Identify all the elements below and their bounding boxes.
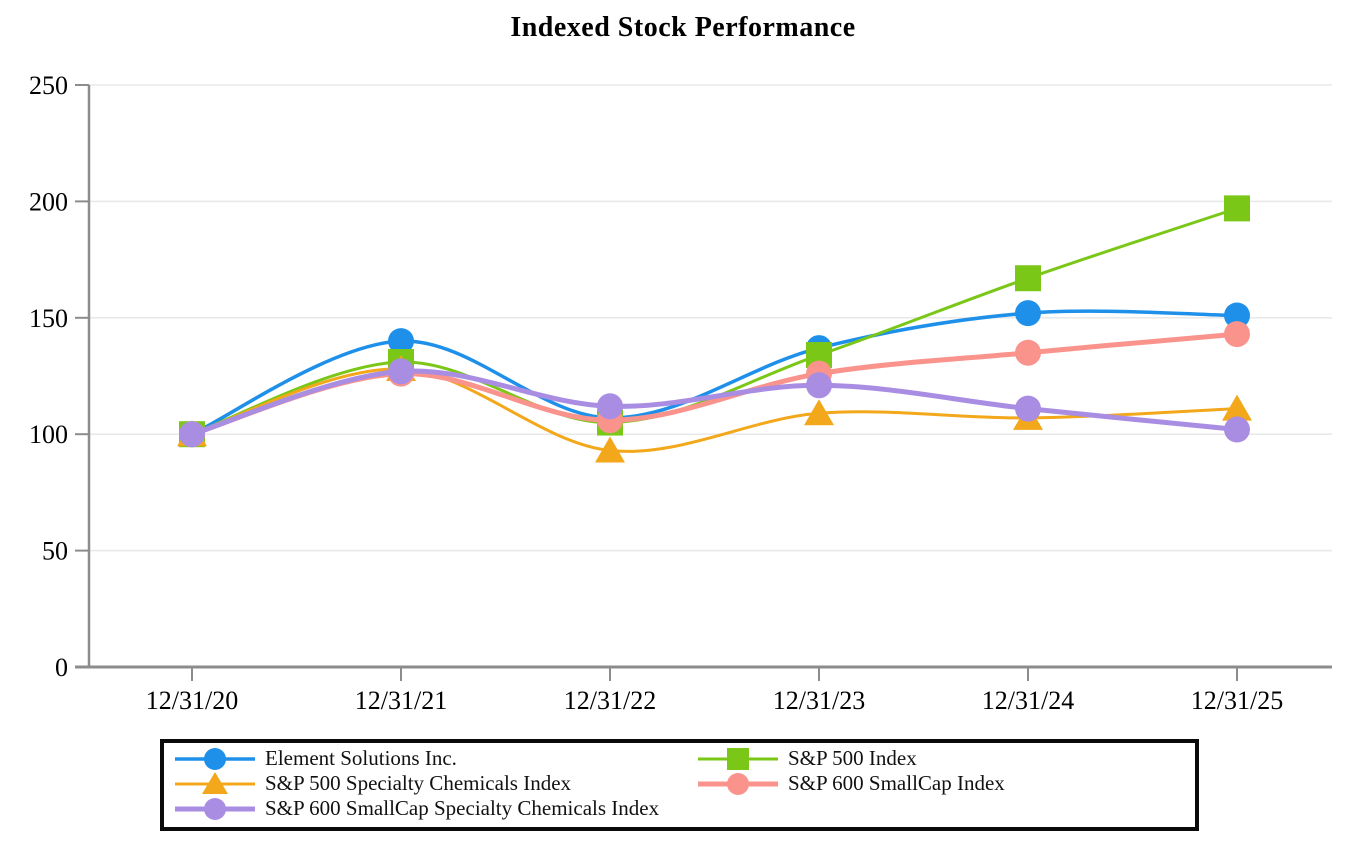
data-point-marker [1222, 394, 1252, 421]
legend-label: S&P 500 Index [788, 746, 917, 770]
legend-box: Element Solutions Inc. S&P 500 Specialty… [160, 739, 1199, 831]
data-point-marker [388, 358, 414, 385]
series-line [190, 309, 1239, 436]
y-tick-label: 200 [29, 187, 68, 216]
data-point-marker [595, 436, 625, 463]
data-point-marker [1015, 395, 1041, 422]
x-tick-label: 12/31/21 [355, 686, 447, 715]
data-point-marker [597, 393, 623, 420]
data-point-marker [727, 772, 749, 795]
data-point-marker [179, 421, 205, 448]
data-point-marker [1224, 321, 1250, 348]
legend-label: S&P 600 SmallCap Specialty Chemicals Ind… [265, 796, 660, 820]
data-point-marker [804, 399, 834, 426]
line-circle-marker-icon [175, 797, 255, 820]
legend-item: S&P 600 SmallCap Index [698, 771, 1005, 796]
line-triangle-marker-icon [175, 771, 255, 794]
x-tick-label: 12/31/25 [1191, 686, 1283, 715]
data-point-marker [202, 771, 228, 794]
legend-label: S&P 500 Specialty Chemicals Index [265, 771, 572, 795]
y-tick-label: 250 [29, 71, 68, 100]
legend-label: Element Solutions Inc. [265, 746, 457, 770]
legend-label: S&P 600 SmallCap Index [788, 771, 1005, 795]
series-line [189, 368, 1240, 437]
series-1 [179, 195, 1250, 448]
y-tick-label: 50 [42, 537, 68, 566]
data-point-marker [1015, 339, 1041, 366]
data-point-marker [204, 797, 226, 820]
x-tick-label: 12/31/24 [982, 686, 1074, 715]
data-point-marker [1015, 265, 1041, 292]
legend-item: Element Solutions Inc. [175, 746, 659, 771]
series-line [190, 367, 1239, 453]
x-tick-label: 12/31/23 [773, 686, 865, 715]
series-4 [179, 358, 1250, 448]
y-tick-label: 100 [29, 420, 68, 449]
series-line [189, 331, 1240, 437]
legend-item: S&P 600 SmallCap Specialty Chemicals Ind… [175, 796, 659, 821]
data-point-marker [1224, 195, 1250, 222]
data-point-marker [806, 372, 832, 399]
legend-column-left: Element Solutions Inc. S&P 500 Specialty… [175, 746, 659, 821]
line-circle-marker-icon [175, 747, 255, 770]
data-point-marker [388, 328, 414, 355]
y-tick-label: 0 [55, 653, 68, 682]
legend-item: S&P 500 Index [698, 746, 1005, 771]
line-square-marker-icon [698, 747, 778, 770]
data-point-marker [1224, 416, 1250, 443]
chart-title: Indexed Stock Performance [510, 12, 856, 43]
data-point-marker [1015, 300, 1041, 327]
data-point-marker [727, 747, 749, 770]
line-circle-marker-icon [698, 772, 778, 795]
data-point-marker [204, 747, 226, 770]
y-tick-label: 150 [29, 304, 68, 333]
x-tick-label: 12/31/20 [146, 686, 238, 715]
legend-column-right: S&P 500 Index S&P 600 SmallCap Index [698, 746, 1005, 796]
data-point-marker [1224, 302, 1250, 329]
x-tick-label: 12/31/22 [564, 686, 656, 715]
legend-item: S&P 500 Specialty Chemicals Index [175, 771, 659, 796]
series-2 [177, 355, 1252, 463]
